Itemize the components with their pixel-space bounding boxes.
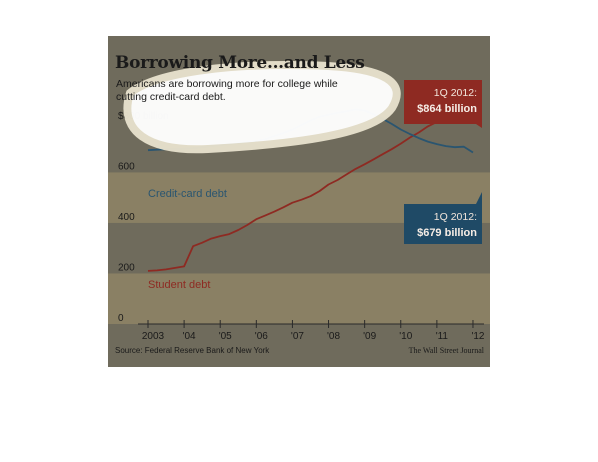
chart-title: Borrowing More...and Less	[115, 53, 365, 73]
chart-subtitle: Americans are borrowing more for college…	[116, 78, 338, 103]
grid-band	[108, 273, 490, 324]
callout-value: $864 billion	[417, 103, 477, 115]
callout-pointer	[476, 192, 482, 204]
callout-period: 1Q 2012:	[434, 87, 477, 99]
x-tick-label: '12	[471, 331, 484, 342]
x-tick-label: '08	[327, 331, 340, 342]
y-tick-label: 600	[118, 161, 135, 172]
x-tick-label: '05	[219, 331, 232, 342]
series-label: Credit-card debt	[148, 188, 227, 200]
x-tick-label: '07	[291, 331, 304, 342]
x-tick-label: '06	[255, 331, 268, 342]
series-line-student-debt	[147, 103, 474, 272]
x-tick-label: 2003	[142, 331, 165, 342]
x-tick-label: '11	[436, 331, 449, 342]
source-note: Source: Federal Reserve Bank of New York	[115, 346, 270, 355]
series-label: Student debt	[148, 279, 210, 291]
callout-pointer	[476, 124, 482, 128]
x-tick-label: '10	[399, 331, 412, 342]
callout-period: 1Q 2012:	[434, 211, 477, 223]
callout-box: 1Q 2012: $679 billion	[404, 192, 482, 244]
callout-background	[404, 80, 482, 124]
highlight-scribble	[123, 61, 401, 154]
y-tick-label: 400	[118, 212, 135, 223]
publisher-note: The Wall Street Journal	[408, 346, 484, 355]
callout-box: 1Q 2012: $864 billion	[404, 80, 482, 128]
callout-background	[404, 204, 482, 244]
x-tick-label: '04	[183, 331, 196, 342]
y-tick-label: 200	[118, 262, 135, 273]
x-tick-label: '09	[363, 331, 376, 342]
y-tick-label: 0	[118, 313, 124, 324]
callout-value: $679 billion	[417, 227, 477, 239]
